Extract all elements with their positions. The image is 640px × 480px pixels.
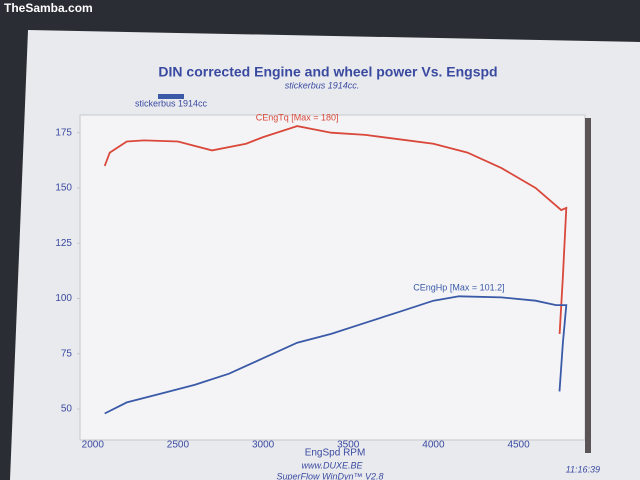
chart-subtitle: stickerbus 1914cc.: [285, 80, 360, 90]
x-tick-label: 2500: [167, 440, 190, 451]
x-axis-label: EngSpd RPM: [305, 448, 366, 459]
series-label: CEngHp [Max = 101.2]: [413, 283, 504, 293]
y-tick-label: 150: [55, 183, 72, 194]
x-tick-label: 4000: [422, 440, 445, 451]
x-tick-label: 3000: [252, 440, 275, 451]
series-line: [103, 125, 568, 334]
footer-software: SuperFlow WinDyn™ V2.8: [277, 471, 384, 480]
x-tick-label: 4500: [507, 440, 530, 451]
frame-shadow: [585, 118, 591, 453]
series-label: CEngTq [Max = 180]: [256, 112, 339, 122]
y-tick-label: 125: [55, 238, 72, 249]
series-line: [104, 295, 568, 415]
y-tick-label: 100: [55, 293, 72, 304]
plot-frame: [79, 114, 586, 441]
y-tick-label: 50: [61, 404, 73, 415]
footer-url: www.DUXE.BE: [301, 460, 363, 470]
x-tick-label: 2000: [82, 440, 105, 451]
x-tick-label: 3500: [337, 440, 360, 451]
chart-title: DIN corrected Engine and wheel power Vs.…: [158, 64, 497, 80]
footer-time: 11:16:39: [566, 464, 600, 474]
legend-swatch: [158, 94, 184, 99]
watermark: TheSamba.com: [4, 1, 93, 15]
y-tick-label: 75: [61, 348, 73, 359]
legend-label: stickerbus 1914cc: [135, 98, 208, 108]
y-tick-label: 175: [55, 127, 72, 138]
